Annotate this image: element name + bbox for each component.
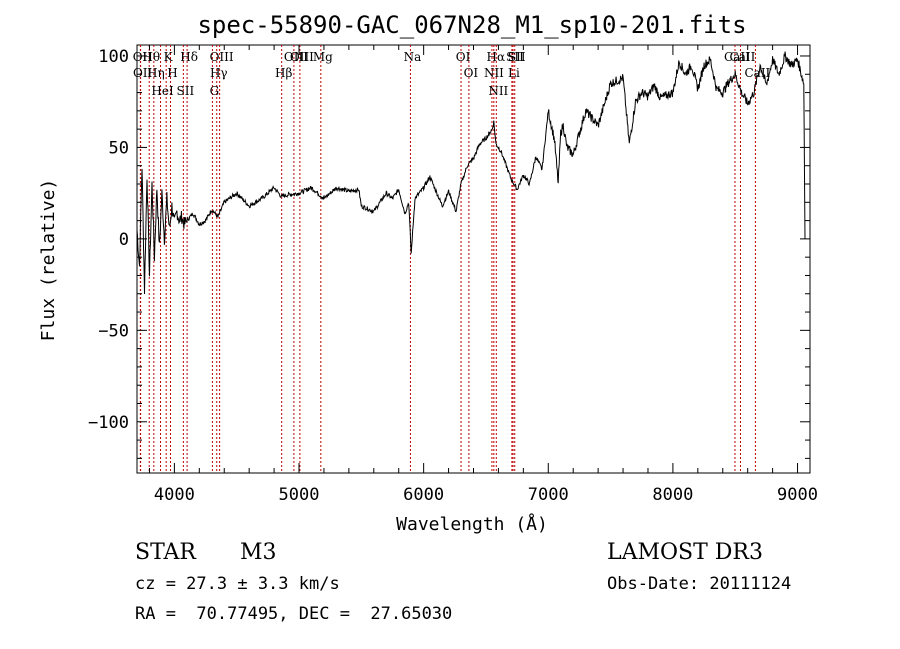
object-class: STAR [135, 540, 196, 565]
line-id-label: Hδ [180, 50, 198, 64]
y-tick-label: 50 [109, 138, 129, 158]
spectrum-line [137, 52, 805, 295]
redshift-cz: cz = 27.3 ± 3.3 km/s [135, 574, 340, 594]
line-id-label: CaII [744, 66, 770, 80]
line-id-label: OIII [210, 50, 234, 64]
x-tick-label: 6000 [403, 485, 444, 505]
line-id-label: G [210, 84, 220, 98]
chart-title: spec-55890-GAC_067N28_M1_sp10-201.fits [197, 11, 746, 39]
line-id-label: OII [133, 50, 153, 64]
line-id-label: Na [404, 50, 422, 64]
line-id-label: NII [484, 66, 504, 80]
x-tick-label: 9000 [777, 485, 818, 505]
line-id-label: Hβ [275, 66, 292, 80]
line-id-label: Hα [487, 50, 506, 64]
x-axis-ticks: 4000 5000 6000 7000 8000 9000 [149, 45, 818, 505]
y-axis-label: Flux (relative) [38, 179, 59, 342]
line-id-label: OI [456, 50, 471, 64]
y-tick-label: −50 [98, 321, 129, 341]
line-id-label: SII [177, 84, 195, 98]
line-id-label: OIII [290, 50, 314, 64]
x-axis-label: Wavelength (Å) [396, 513, 548, 535]
line-id-label: Hη [147, 66, 165, 80]
obs-date: Obs-Date: 20111124 [607, 574, 791, 594]
y-axis-ticks: −100 −50 0 50 100 [88, 47, 810, 458]
object-subclass: M3 [240, 540, 277, 565]
line-id-label: CaII [730, 50, 756, 64]
line-id-label: H [167, 66, 177, 80]
line-id-label: Hγ [210, 66, 228, 80]
plot-frame [137, 45, 810, 473]
y-tick-label: 100 [98, 47, 129, 67]
line-id-label: SII [508, 50, 526, 64]
line-id-label: Mg [313, 50, 333, 64]
line-id-markers [140, 45, 755, 473]
survey-name: LAMOST DR3 [607, 540, 763, 565]
x-tick-label: 7000 [528, 485, 569, 505]
x-tick-label: 4000 [154, 485, 195, 505]
plot-area [137, 45, 810, 473]
line-id-label: NII [488, 84, 508, 98]
x-tick-label: 8000 [652, 485, 693, 505]
y-tick-label: −100 [88, 413, 129, 433]
line-id-label: Li [508, 66, 520, 80]
line-id-label: K [164, 50, 174, 64]
line-id-label: OI [464, 66, 479, 80]
x-tick-label: 5000 [279, 485, 320, 505]
y-tick-label: 0 [119, 230, 129, 250]
line-id-label: HeI [151, 84, 174, 98]
ra-dec: RA = 70.77495, DEC = 27.65030 [135, 604, 452, 624]
